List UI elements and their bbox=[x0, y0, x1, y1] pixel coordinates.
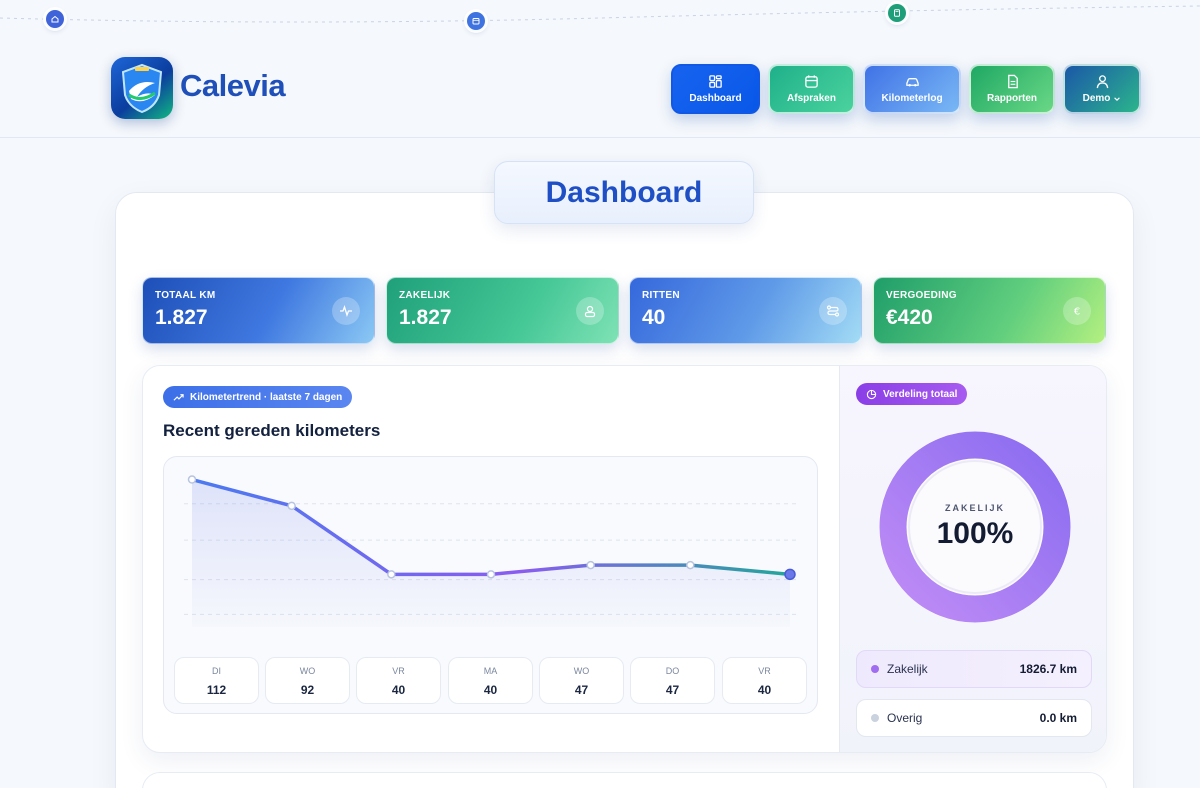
calculator-icon bbox=[888, 4, 906, 22]
next-section-card bbox=[142, 772, 1107, 788]
calendar-icon bbox=[805, 75, 818, 88]
app-header: Calevia Dashboard Afspraken Kilometerlog… bbox=[0, 28, 1200, 138]
grid-icon bbox=[709, 75, 722, 88]
data-point[interactable] bbox=[287, 501, 296, 511]
legend-label: Zakelijk bbox=[887, 662, 928, 676]
nav-rapporten-button[interactable]: Rapporten bbox=[969, 64, 1055, 114]
stat-label: VERGOEDING bbox=[886, 290, 957, 301]
legend-dot bbox=[871, 714, 879, 722]
stat-card-total-km[interactable]: TOTAAL KM 1.827 bbox=[142, 277, 375, 344]
brand-logo[interactable] bbox=[111, 57, 173, 119]
legend-dot bbox=[871, 665, 879, 673]
stat-label: ZAKELIJK bbox=[399, 290, 451, 301]
day-value: 47 bbox=[574, 683, 589, 697]
day-tile[interactable]: VR 40 bbox=[356, 657, 441, 704]
donut-center-value: 100% bbox=[936, 517, 1014, 550]
user-menu-label: Demo bbox=[1082, 93, 1111, 104]
line-chart: DI 112 WO 92 VR 40 MA 40 WO 47 DO 47 VR … bbox=[163, 456, 818, 714]
page-title: Dashboard bbox=[494, 161, 754, 224]
stat-value: 1.827 bbox=[155, 306, 208, 329]
distribution-badge: Verdeling totaal bbox=[856, 383, 968, 405]
data-point[interactable] bbox=[387, 570, 396, 579]
top-timeline bbox=[0, 5, 1200, 23]
donut-center-label: ZAKELIJK bbox=[944, 503, 1005, 513]
chart-title: Recent gereden kilometers bbox=[163, 421, 381, 440]
car-icon bbox=[905, 78, 919, 87]
day-value: 40 bbox=[757, 683, 772, 697]
donut-chart: ZAKELIJK 100% bbox=[876, 428, 1074, 626]
svg-text:€: € bbox=[1074, 307, 1080, 318]
stat-card-vergoeding[interactable]: VERGOEDING €420 € bbox=[873, 277, 1106, 344]
donut-segment-zakelijk bbox=[879, 431, 1071, 623]
legend-item-overig[interactable]: Overig 0.0 km bbox=[856, 699, 1092, 737]
data-point[interactable] bbox=[187, 475, 197, 484]
legend-amount: 0.0 km bbox=[1039, 711, 1077, 725]
nav-dashboard-label: Dashboard bbox=[689, 93, 742, 104]
calendar-icon bbox=[467, 12, 485, 30]
stat-card-ritten[interactable]: RITTEN 40 bbox=[629, 277, 862, 344]
nav-kilometerlog-button[interactable]: Kilometerlog bbox=[863, 64, 961, 114]
euro-icon: € bbox=[1063, 297, 1091, 325]
route-icon bbox=[819, 297, 847, 325]
kilometer-trend-card: Kilometertrend · laatste 7 dagen Recent … bbox=[142, 365, 1107, 753]
stat-label: RITTEN bbox=[642, 290, 680, 301]
data-point[interactable] bbox=[486, 570, 496, 579]
legend-item-zakelijk[interactable]: Zakelijk 1826.7 km bbox=[856, 650, 1092, 688]
legend-label: Overig bbox=[887, 711, 923, 725]
legend-amount: 1826.7 km bbox=[1019, 662, 1077, 676]
day-value: 40 bbox=[391, 683, 406, 697]
day-value: 40 bbox=[483, 683, 498, 697]
activity-icon bbox=[332, 297, 360, 325]
stat-label: TOTAAL KM bbox=[155, 290, 216, 301]
day-tile[interactable]: DO 47 bbox=[630, 657, 715, 704]
data-point[interactable] bbox=[784, 568, 796, 581]
day-value: 47 bbox=[665, 683, 680, 697]
user-icon bbox=[1096, 75, 1108, 89]
brand-name: Calevia bbox=[180, 68, 286, 103]
user-menu-button[interactable]: Demo bbox=[1063, 64, 1141, 114]
pie-chart-icon bbox=[866, 389, 877, 399]
nav-kilometerlog-label: Kilometerlog bbox=[881, 93, 943, 104]
day-label: VR bbox=[392, 666, 405, 676]
trend-badge: Kilometertrend · laatste 7 dagen bbox=[163, 386, 353, 408]
chevron-down-icon bbox=[1114, 96, 1121, 101]
line-area bbox=[192, 479, 790, 627]
day-tile[interactable]: WO 47 bbox=[539, 657, 624, 704]
day-tile[interactable]: VR 40 bbox=[722, 657, 807, 704]
user-badge-icon bbox=[576, 297, 604, 325]
day-value: 92 bbox=[300, 683, 315, 697]
nav-dashboard-button[interactable]: Dashboard bbox=[671, 64, 760, 114]
data-point[interactable] bbox=[586, 560, 595, 570]
day-label: VR bbox=[758, 666, 771, 676]
distribution-panel: Verdeling totaal ZAKELIJK 100% bbox=[839, 366, 1106, 752]
trend-badge-label: Kilometertrend · laatste 7 dagen bbox=[190, 391, 343, 403]
day-tile[interactable]: DI 112 bbox=[174, 657, 259, 704]
stat-value: 1.827 bbox=[399, 306, 452, 329]
distribution-badge-label: Verdeling totaal bbox=[883, 388, 958, 400]
day-label: WO bbox=[573, 666, 590, 676]
stat-card-zakelijk[interactable]: ZAKELIJK 1.827 bbox=[386, 277, 619, 344]
stat-value: 40 bbox=[642, 306, 666, 329]
nav-afspraken-button[interactable]: Afspraken bbox=[768, 64, 855, 114]
day-label: DI bbox=[212, 666, 221, 676]
nav-afspraken-label: Afspraken bbox=[787, 93, 836, 104]
stat-value: €420 bbox=[886, 306, 933, 329]
day-label: DO bbox=[665, 666, 680, 676]
day-tile[interactable]: WO 92 bbox=[265, 657, 350, 704]
day-value: 112 bbox=[206, 683, 227, 697]
day-label: WO bbox=[299, 666, 316, 676]
nav-rapporten-label: Rapporten bbox=[987, 93, 1037, 104]
data-point[interactable] bbox=[686, 560, 695, 570]
home-icon bbox=[46, 10, 64, 28]
document-icon bbox=[1007, 74, 1018, 89]
day-tile[interactable]: MA 40 bbox=[448, 657, 533, 704]
day-label: MA bbox=[483, 666, 498, 676]
line-chart-plot bbox=[184, 475, 799, 627]
trending-up-icon bbox=[173, 393, 184, 401]
